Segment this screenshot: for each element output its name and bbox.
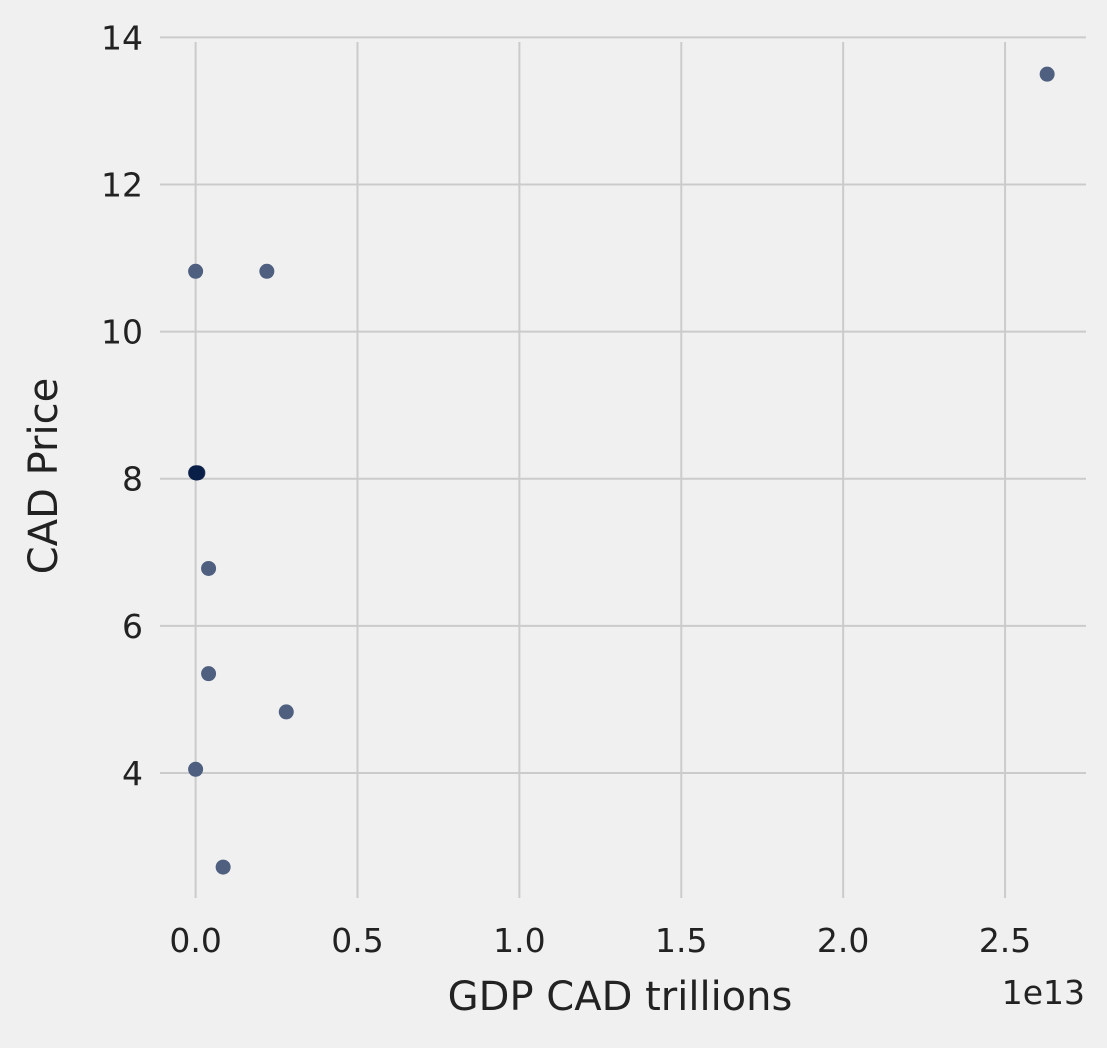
y-tick-label: 6: [122, 607, 143, 646]
data-point: [1039, 66, 1055, 82]
x-axis-offset-text: 1e13: [1002, 973, 1085, 1012]
x-tick-label: 2.5: [979, 921, 1031, 960]
data-point: [188, 761, 204, 777]
y-tick-label: 14: [101, 18, 143, 57]
data-point: [201, 560, 217, 576]
data-point: [259, 263, 275, 279]
grid-lines: [160, 36, 1086, 898]
data-point: [188, 263, 204, 279]
y-tick-label: 10: [101, 313, 143, 352]
x-axis-label: GDP CAD trillions: [448, 974, 793, 1020]
data-point: [190, 465, 206, 481]
x-tick-label: 0.0: [169, 921, 221, 960]
y-tick-label: 8: [122, 460, 143, 499]
data-point: [201, 666, 217, 682]
data-point: [278, 704, 294, 720]
x-tick-label: 0.5: [331, 921, 383, 960]
x-tick-label: 1.5: [655, 921, 707, 960]
y-axis-label: CAD Price: [21, 378, 67, 574]
y-tick-label: 4: [122, 754, 143, 793]
data-point: [215, 859, 231, 875]
x-tick-label: 1.0: [493, 921, 545, 960]
x-tick-label: 2.0: [817, 921, 869, 960]
x-tick-labels: 0.0 0.5 1.0 1.5 2.0 2.5: [169, 921, 1031, 960]
y-tick-labels: 4 6 8 10 12 14: [101, 18, 143, 793]
data-points: [188, 66, 1055, 875]
y-tick-label: 12: [101, 165, 143, 204]
